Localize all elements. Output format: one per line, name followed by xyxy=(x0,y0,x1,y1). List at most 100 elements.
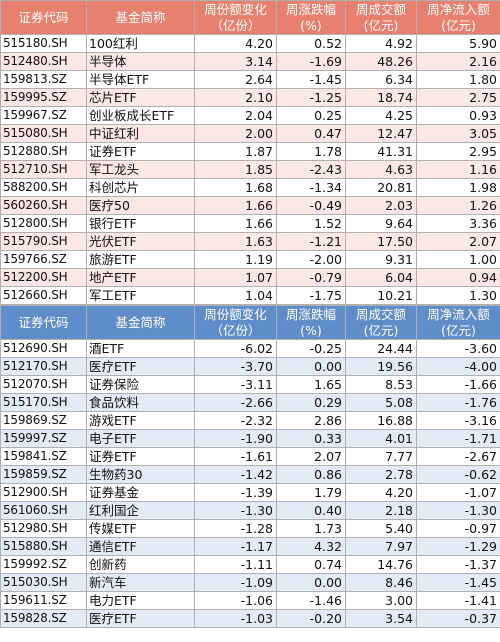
header-turnover: 周成交额 (亿元) xyxy=(345,305,417,340)
cell-net-inflow: -2.67 xyxy=(416,447,500,466)
header-share-change: 周份额变化 （亿份） xyxy=(194,0,277,35)
cell-code: 159813.SZ xyxy=(0,70,87,89)
cell-code: 159997.SZ xyxy=(0,429,87,448)
cell-weekly-change: 1.78 xyxy=(276,142,346,161)
header-weekly-change-line2: (%) xyxy=(300,322,322,338)
cell-fund-name: 酒ETF xyxy=(86,339,195,358)
cell-weekly-change: 1.79 xyxy=(276,483,346,502)
header-net-inflow: 周净流入额 (亿元) xyxy=(416,0,500,35)
cell-fund-name: 通信ETF xyxy=(86,537,195,556)
table-row: 515170.SH 食品饮料 -2.66 0.29 5.08 -1.76 xyxy=(0,393,500,412)
cell-code: 515790.SH xyxy=(0,232,87,251)
cell-code: 159869.SZ xyxy=(0,411,87,430)
cell-weekly-change: -2.00 xyxy=(276,250,346,269)
table-row: 512690.SH 酒ETF -6.02 -0.25 24.44 -3.60 xyxy=(0,339,500,358)
cell-net-inflow: -0.37 xyxy=(416,609,500,628)
cell-code: 515080.SH xyxy=(0,124,87,143)
cell-fund-name: 电子ETF xyxy=(86,429,195,448)
cell-share-change: -1.11 xyxy=(194,555,277,574)
cell-fund-name: 半导体 xyxy=(86,52,195,71)
cell-weekly-change: 0.00 xyxy=(276,357,346,376)
cell-net-inflow: -1.71 xyxy=(416,429,500,448)
cell-turnover: 6.04 xyxy=(345,268,417,287)
cell-turnover: 4.92 xyxy=(345,34,417,53)
header-share-change-line2: （亿份） xyxy=(210,17,261,33)
cell-turnover: 8.46 xyxy=(345,573,417,592)
cell-share-change: 2.10 xyxy=(194,88,277,107)
table-header: 证券代码 基金简称 周份额变化 （亿份） 周涨跌幅 (%) 周成交额 (亿元) 周净流… xyxy=(0,305,500,340)
cell-weekly-change: 2.07 xyxy=(276,447,346,466)
cell-share-change: -6.02 xyxy=(194,339,277,358)
cell-fund-name: 地产ETF xyxy=(86,268,195,287)
table-row: 159997.SZ 电子ETF -1.90 0.33 4.01 -1.71 xyxy=(0,429,500,448)
cell-turnover: 7.97 xyxy=(345,537,417,556)
header-name: 基金简称 xyxy=(86,305,195,340)
header-code: 证券代码 xyxy=(0,305,87,340)
cell-net-inflow: 2.16 xyxy=(416,52,500,71)
cell-weekly-change: 2.86 xyxy=(276,411,346,430)
table-row: 515180.SH 100红利 4.20 0.52 4.92 5.90 xyxy=(0,34,500,53)
cell-net-inflow: 2.07 xyxy=(416,232,500,251)
cell-net-inflow: -4.00 xyxy=(416,357,500,376)
header-net-inflow-line1: 周净流入额 xyxy=(427,1,490,17)
top-inflow-table: 证券代码 基金简称 周份额变化 （亿份） 周涨跌幅 (%) 周成交额 (亿元) 周净流… xyxy=(0,0,500,305)
cell-turnover: 4.63 xyxy=(345,160,417,179)
cell-net-inflow: -1.07 xyxy=(416,483,500,502)
cell-code: 512900.SH xyxy=(0,483,87,502)
cell-turnover: 7.77 xyxy=(345,447,417,466)
cell-fund-name: 游戏ETF xyxy=(86,411,195,430)
cell-code: 159828.SZ xyxy=(0,609,87,628)
cell-net-inflow: -3.60 xyxy=(416,339,500,358)
cell-code: 515180.SH xyxy=(0,34,87,53)
cell-fund-name: 银行ETF xyxy=(86,214,195,233)
table-row: 159841.SZ 证券ETF -1.61 2.07 7.77 -2.67 xyxy=(0,447,500,466)
cell-weekly-change: -1.21 xyxy=(276,232,346,251)
cell-turnover: 5.08 xyxy=(345,393,417,412)
header-turnover-line2: (亿元) xyxy=(363,17,399,33)
cell-net-inflow: 1.30 xyxy=(416,286,500,305)
cell-weekly-change: -1.75 xyxy=(276,286,346,305)
table-row: 159813.SZ 半导体ETF 2.64 -1.45 6.34 1.80 xyxy=(0,70,500,89)
table-row: 159967.SZ 创业板成长ETF 2.04 0.25 4.25 0.93 xyxy=(0,106,500,125)
cell-code: 515170.SH xyxy=(0,393,87,412)
cell-share-change: -1.42 xyxy=(194,465,277,484)
cell-share-change: 2.04 xyxy=(194,106,277,125)
cell-turnover: 24.44 xyxy=(345,339,417,358)
cell-code: 560260.SH xyxy=(0,196,87,215)
table-row: 159766.SZ 旅游ETF 1.19 -2.00 9.31 1.00 xyxy=(0,250,500,269)
cell-share-change: -1.39 xyxy=(194,483,277,502)
cell-code: 588200.SH xyxy=(0,178,87,197)
header-turnover: 周成交额 (亿元) xyxy=(345,0,417,35)
cell-turnover: 12.47 xyxy=(345,124,417,143)
cell-turnover: 4.01 xyxy=(345,429,417,448)
header-share-change-line1: 周份额变化 xyxy=(204,1,267,17)
table-row: 512170.SH 医疗ETF -3.70 0.00 19.56 -4.00 xyxy=(0,357,500,376)
header-share-change-line2: （亿份） xyxy=(210,322,261,338)
cell-code: 512880.SH xyxy=(0,142,87,161)
cell-code: 159967.SZ xyxy=(0,106,87,125)
cell-net-inflow: 5.90 xyxy=(416,34,500,53)
cell-share-change: 1.04 xyxy=(194,286,277,305)
cell-weekly-change: -0.20 xyxy=(276,609,346,628)
table-row: 512980.SH 传媒ETF -1.28 1.73 5.40 -0.97 xyxy=(0,519,500,538)
cell-code: 159995.SZ xyxy=(0,88,87,107)
cell-turnover: 16.88 xyxy=(345,411,417,430)
cell-weekly-change: -2.43 xyxy=(276,160,346,179)
cell-turnover: 19.56 xyxy=(345,357,417,376)
cell-share-change: -2.32 xyxy=(194,411,277,430)
cell-share-change: -1.06 xyxy=(194,591,277,610)
cell-code: 512070.SH xyxy=(0,375,87,394)
cell-weekly-change: -1.69 xyxy=(276,52,346,71)
cell-code: 159766.SZ xyxy=(0,250,87,269)
cell-share-change: 2.64 xyxy=(194,70,277,89)
cell-share-change: -1.17 xyxy=(194,537,277,556)
cell-turnover: 18.74 xyxy=(345,88,417,107)
cell-code: 159611.SZ xyxy=(0,591,87,610)
table-row: 515030.SH 新汽车 -1.09 0.00 8.46 -1.45 xyxy=(0,573,500,592)
cell-net-inflow: -1.29 xyxy=(416,537,500,556)
cell-code: 159859.SZ xyxy=(0,465,87,484)
header-share-change-line1: 周份额变化 xyxy=(204,306,267,322)
cell-net-inflow: -1.66 xyxy=(416,375,500,394)
cell-share-change: -1.09 xyxy=(194,573,277,592)
